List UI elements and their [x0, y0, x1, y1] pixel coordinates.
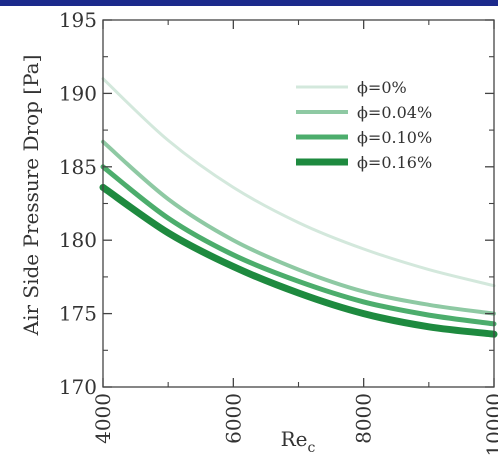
- series-line-0: [101, 77, 496, 288]
- plot-area: [99, 77, 498, 338]
- x-axis-label-main: Re: [281, 427, 308, 451]
- y-tick-label: 195: [59, 8, 97, 32]
- x-axis-label: Rec: [281, 427, 316, 456]
- plot-frame: [102, 19, 495, 388]
- axes: 170 175 180 185 190 195 4000 6000 8000 10000: [59, 8, 498, 456]
- top-banner: [0, 0, 498, 6]
- x-tick-label: 6000: [221, 393, 245, 444]
- y-tick-label: 170: [59, 375, 97, 399]
- y-axis-label: Air Side Pressure Drop [Pa]: [19, 55, 43, 337]
- legend-label-0: ϕ=0%: [357, 78, 407, 97]
- y-tick-label: 180: [59, 228, 97, 252]
- legend-label-1: ϕ=0.04%: [357, 103, 432, 122]
- x-tick-label: 8000: [352, 393, 376, 444]
- y-tick-label: 190: [59, 81, 97, 105]
- legend: ϕ=0% ϕ=0.04% ϕ=0.10% ϕ=0.16%: [296, 78, 432, 172]
- y-tick-label: 175: [59, 302, 97, 326]
- series-line-1: [101, 139, 496, 316]
- series-line-3: [99, 183, 498, 338]
- legend-label-2: ϕ=0.10%: [357, 128, 432, 147]
- legend-label-3: ϕ=0.16%: [357, 153, 432, 172]
- x-axis-label-subscript: c: [308, 440, 316, 456]
- series-line-2: [100, 164, 497, 327]
- x-tick-label: 4000: [91, 393, 115, 444]
- x-tick-label: 10000: [482, 393, 498, 456]
- y-tick-label: 185: [59, 155, 97, 179]
